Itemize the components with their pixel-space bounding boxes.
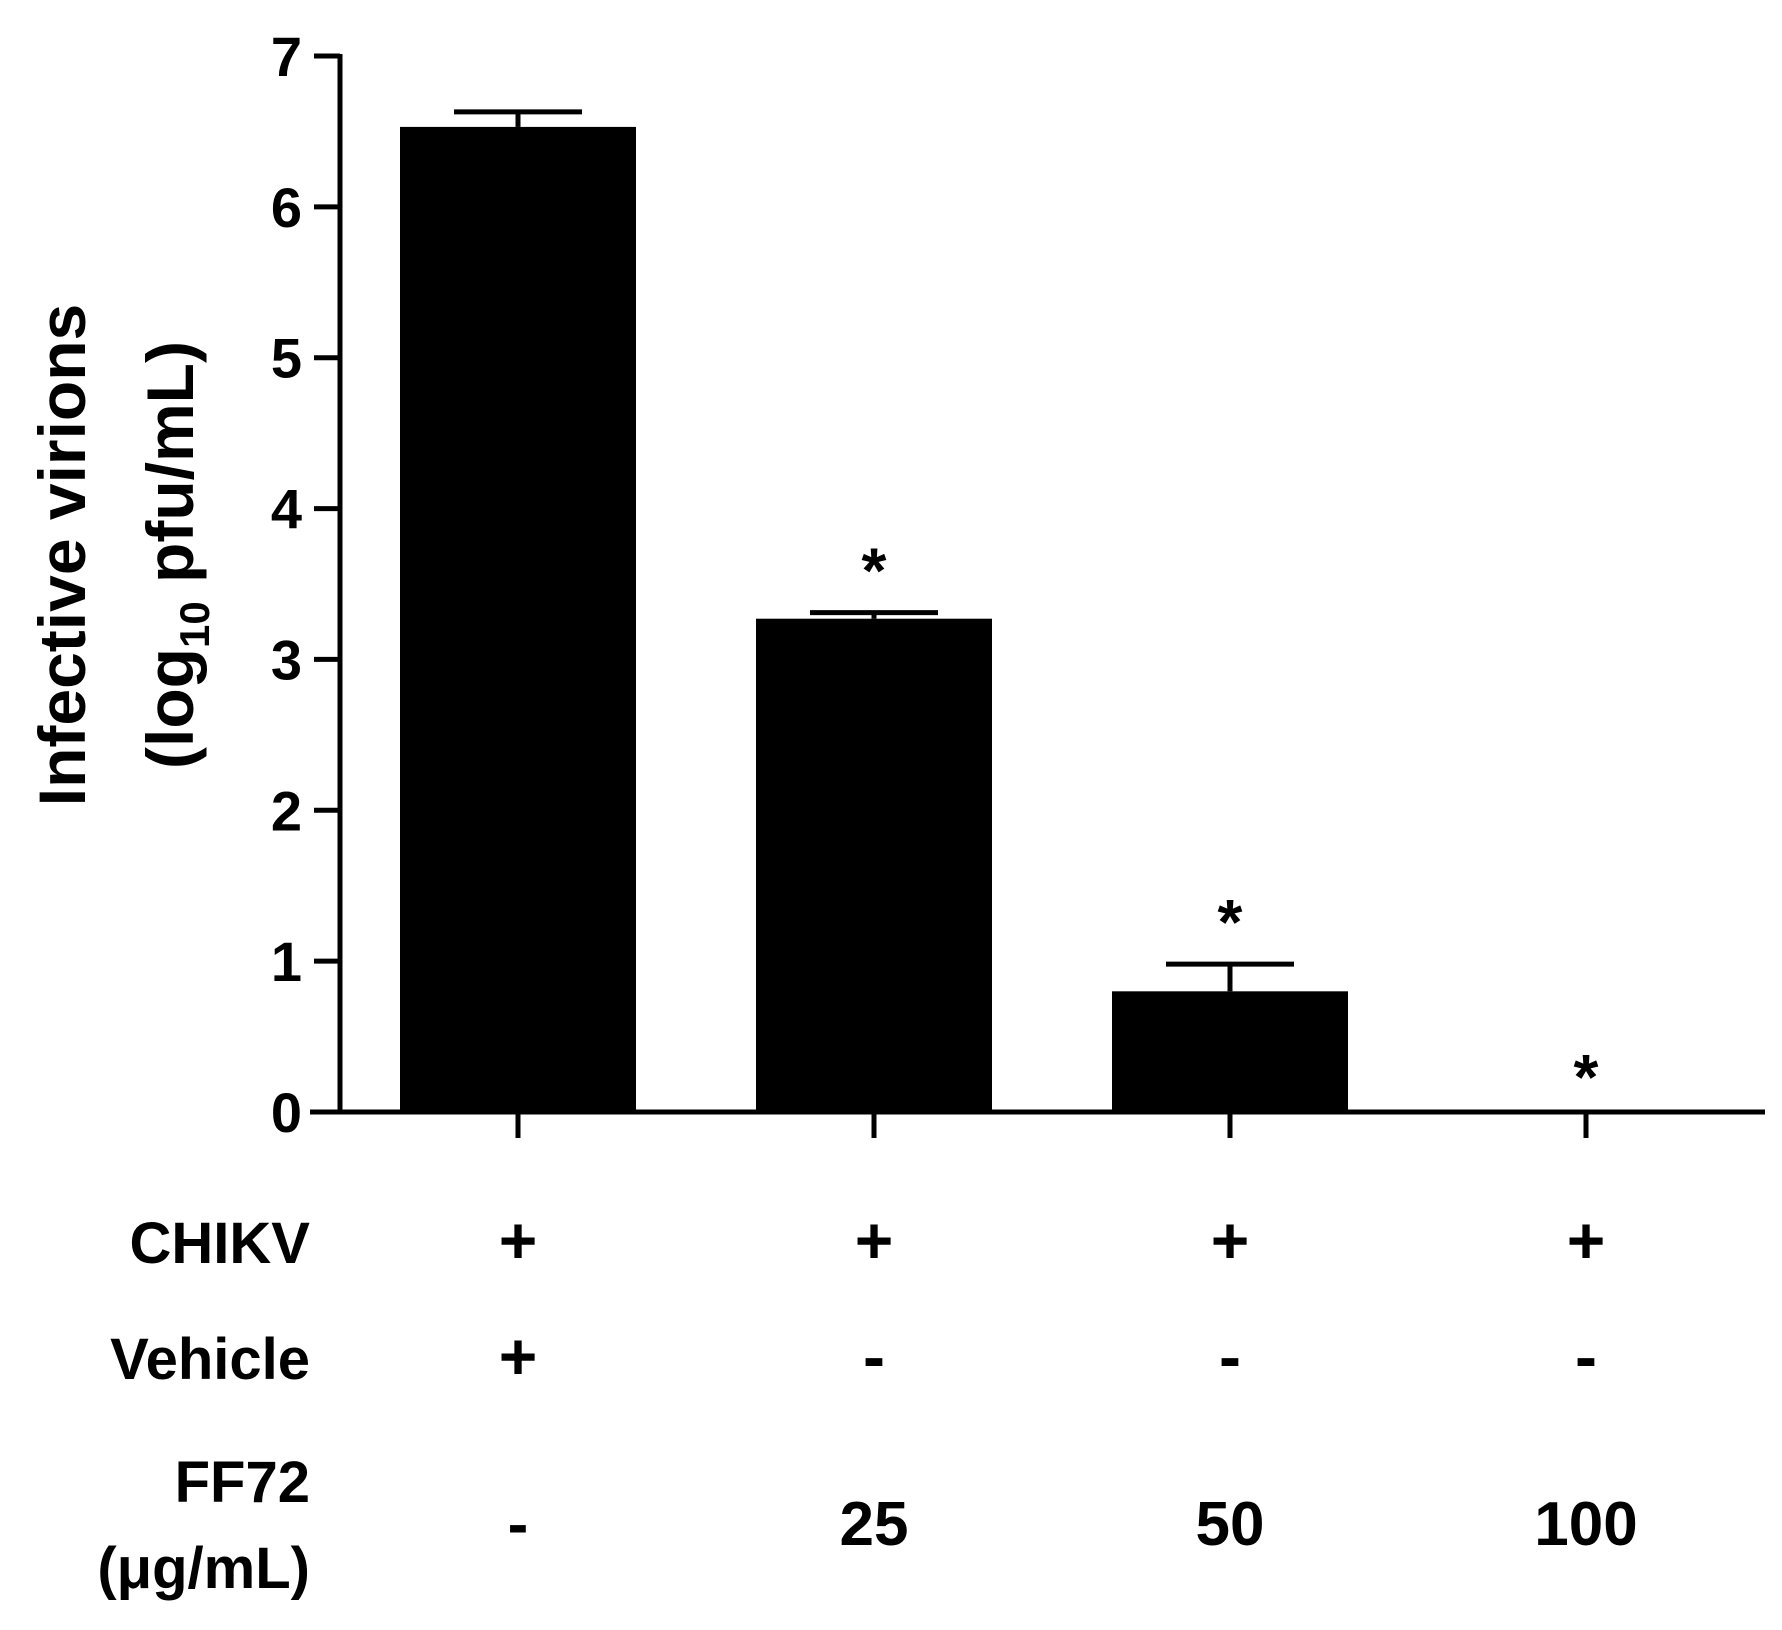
vehicle-value: + (499, 1319, 538, 1393)
ff72-value: 100 (1534, 1490, 1637, 1559)
y-tick-label: 5 (271, 327, 302, 390)
bars: * * * (400, 109, 1599, 1113)
row-label-vehicle: Vehicle (110, 1327, 310, 1392)
chikv-value: + (855, 1203, 894, 1277)
bar (1112, 991, 1348, 1112)
y-axis-title-pre: (log (133, 648, 207, 769)
vehicle-value: - (1219, 1319, 1241, 1393)
y-tick-label: 0 (271, 1081, 302, 1144)
row-label-ff72: FF72 (175, 1450, 310, 1515)
y-tick-label: 2 (271, 779, 302, 842)
significance-marker: * (1218, 886, 1243, 958)
row-label-chikv: CHIKV (130, 1211, 311, 1276)
y-axis-title-line1: Infective virions (25, 304, 99, 807)
ff72-value: - (508, 1490, 529, 1559)
significance-marker: * (862, 535, 887, 607)
y-tick-label: 3 (271, 628, 302, 691)
y-axis-title-post: pfu/mL) (133, 341, 207, 601)
ff72-value: 25 (840, 1490, 909, 1559)
y-axis-title-line2: (log10 pfu/mL) (133, 341, 218, 769)
significance-marker: * (1574, 1041, 1599, 1113)
y-tick-label: 6 (271, 176, 302, 239)
ff72-value: 50 (1196, 1490, 1265, 1559)
bar (756, 618, 992, 1112)
condition-rows: + + - + - 25 + - 50 + - 100 (499, 1203, 1638, 1559)
vehicle-value: - (1575, 1319, 1597, 1393)
chikv-value: + (499, 1203, 538, 1277)
y-tick-label: 1 (271, 930, 302, 993)
y-axis-title-sub: 10 (171, 601, 218, 648)
chikv-value: + (1211, 1203, 1250, 1277)
row-label-ff72-unit: (μg/mL) (97, 1536, 310, 1601)
chikv-value: + (1567, 1203, 1606, 1277)
vehicle-value: - (863, 1319, 885, 1393)
bar (400, 126, 636, 1113)
y-tick-label: 7 (271, 25, 302, 88)
y-tick-label: 4 (271, 478, 302, 541)
